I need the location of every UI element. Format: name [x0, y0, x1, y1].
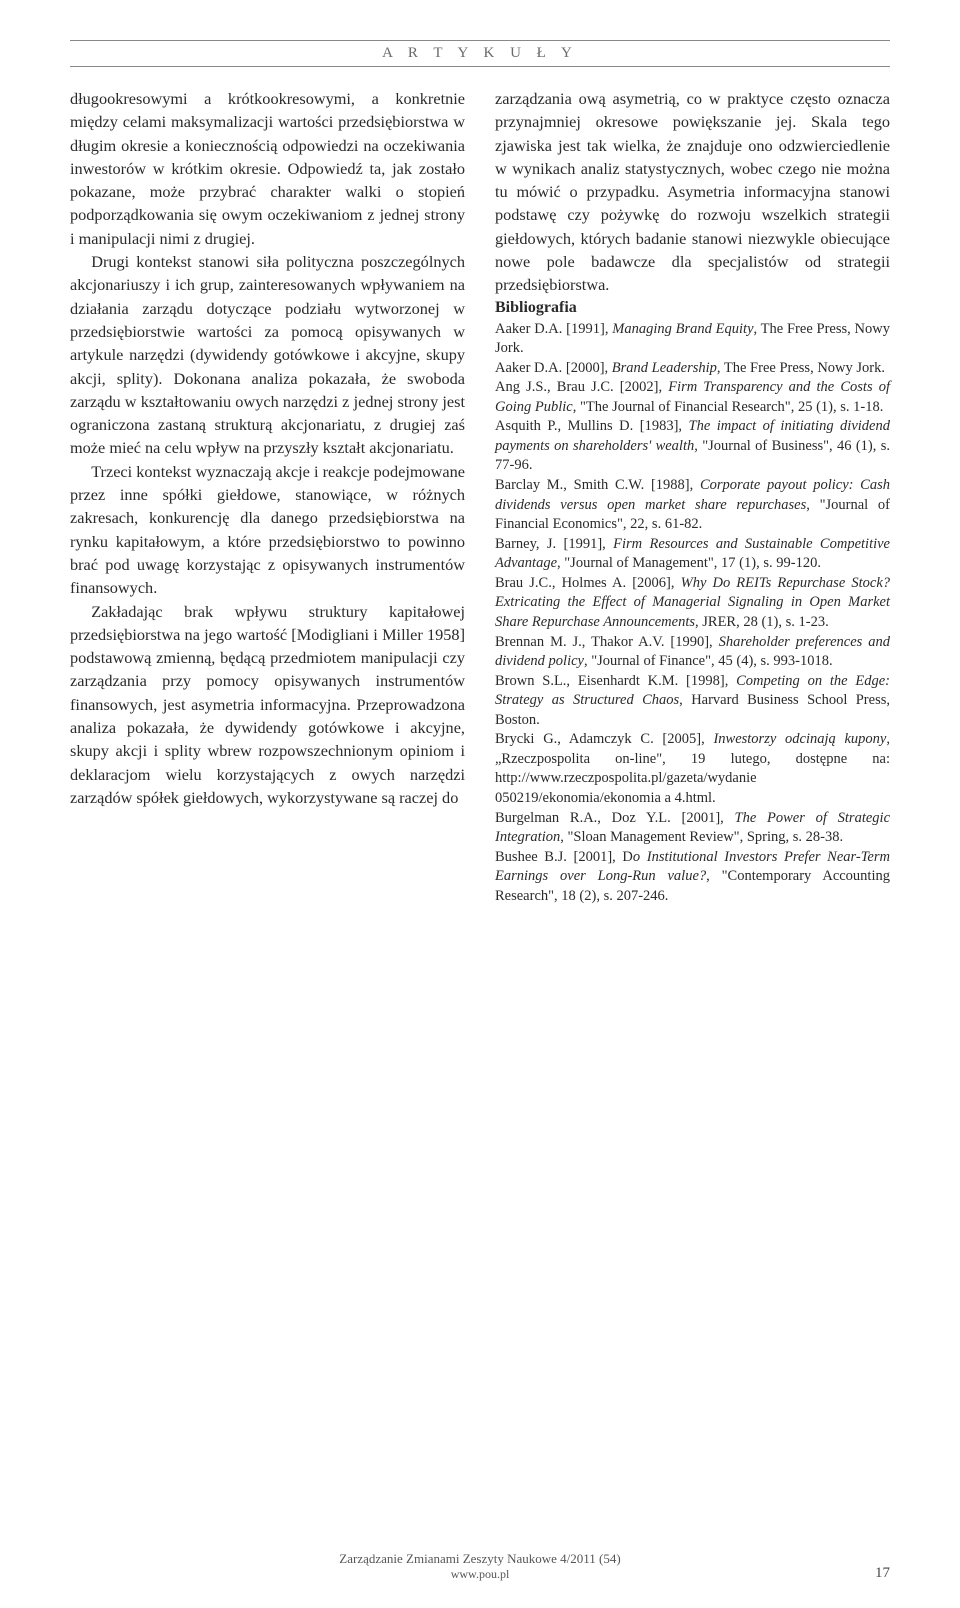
bibliography-entry: Brennan M. J., Thakor A.V. [1990], Share… — [495, 633, 890, 672]
paragraph: Zakładając brak wpływu struktury kapitał… — [70, 600, 465, 810]
right-column: zarządzania ową asymetrią, co w praktyce… — [495, 87, 890, 906]
section-label: A R T Y K U Ł Y — [70, 45, 890, 62]
paragraph: zarządzania ową asymetrią, co w praktyce… — [495, 87, 890, 297]
bibliography-entry: Burgelman R.A., Doz Y.L. [2001], The Pow… — [495, 809, 890, 848]
bibliography-entry: Barclay M., Smith C.W. [1988], Corporate… — [495, 476, 890, 535]
bibliography-entry: Ang J.S., Brau J.C. [2002], Firm Transpa… — [495, 378, 890, 417]
bibliography-entry: Barney, J. [1991], Firm Resources and Su… — [495, 535, 890, 574]
paragraph: Trzeci kontekst wyznaczają akcje i reakc… — [70, 460, 465, 600]
page-header: A R T Y K U Ł Y — [70, 40, 890, 67]
paragraph: długookresowymi a krótkookresowymi, a ko… — [70, 87, 465, 250]
bibliography-entry: Brau J.C., Holmes A. [2006], Why Do REIT… — [495, 574, 890, 633]
footer-url: www.pou.pl — [70, 1567, 890, 1582]
bibliography-heading: Bibliografia — [495, 297, 890, 320]
bibliography-entry: Brycki G., Adamczyk C. [2005], Inwestorz… — [495, 730, 890, 808]
left-column: długookresowymi a krótkookresowymi, a ko… — [70, 87, 465, 906]
bibliography-entry: Aaker D.A. [1991], Managing Brand Equity… — [495, 320, 890, 359]
bibliography-list: Aaker D.A. [1991], Managing Brand Equity… — [495, 320, 890, 907]
bibliography-entry: Brown S.L., Eisenhardt K.M. [1998], Comp… — [495, 672, 890, 731]
bibliography-entry: Asquith P., Mullins D. [1983], The impac… — [495, 417, 890, 476]
paragraph: Drugi kontekst stanowi siła polityczna p… — [70, 250, 465, 460]
bibliography-entry: Bushee B.J. [2001], Do Institutional Inv… — [495, 848, 890, 907]
bibliography-entry: Aaker D.A. [2000], Brand Leadership, The… — [495, 359, 890, 379]
page-footer: Zarządzanie Zmianami Zeszyty Naukowe 4/2… — [70, 1551, 890, 1582]
content-columns: długookresowymi a krótkookresowymi, a ko… — [70, 87, 890, 906]
page-number: 17 — [875, 1565, 890, 1582]
footer-journal: Zarządzanie Zmianami Zeszyty Naukowe 4/2… — [70, 1551, 890, 1567]
